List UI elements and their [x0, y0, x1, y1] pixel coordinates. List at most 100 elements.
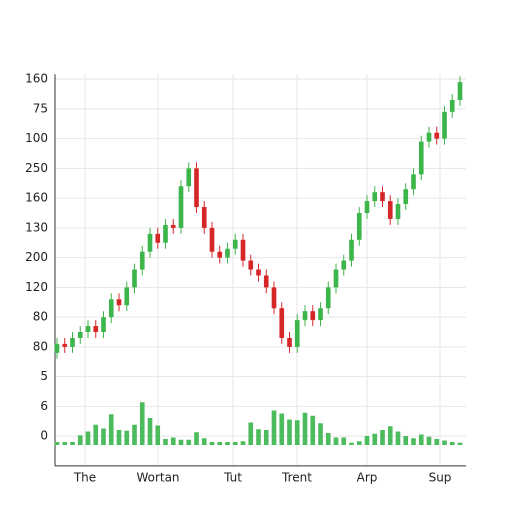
volume-bar	[364, 436, 370, 445]
volume-bar	[434, 439, 440, 445]
y-tick-label: 6	[40, 399, 48, 413]
volume-bar	[310, 415, 316, 445]
volume-bar	[411, 438, 416, 445]
volume-bar	[62, 442, 68, 445]
volume-bar	[302, 412, 308, 445]
volume-bar	[217, 442, 223, 445]
candle-body	[116, 299, 122, 306]
volume-bar	[54, 442, 60, 445]
candle-body	[54, 343, 60, 353]
candle-body	[139, 251, 145, 270]
candle-body	[364, 201, 370, 214]
candle-body	[442, 111, 447, 139]
x-tick-label: Wortan	[136, 471, 179, 485]
candle-body	[93, 326, 99, 333]
y-tick-label: 200	[25, 250, 48, 264]
volume-bar	[333, 437, 339, 445]
candle-body	[194, 168, 199, 208]
candle-body	[263, 275, 269, 288]
volume-bar	[232, 442, 238, 445]
candle-body	[434, 132, 440, 139]
volume-bar	[380, 430, 385, 445]
y-tick-label: 130	[25, 220, 48, 234]
candle-body	[70, 337, 75, 347]
volume-bar	[271, 410, 277, 445]
candle-body	[387, 201, 393, 219]
volume-bar	[449, 442, 455, 445]
candle-body	[256, 269, 261, 276]
candle-body	[248, 260, 254, 270]
candle-body	[403, 189, 409, 205]
candle-body	[163, 224, 168, 243]
candle-body	[380, 192, 385, 202]
x-tick-label: Tut	[223, 471, 242, 485]
candle-body	[395, 204, 401, 219]
x-tick-label: Sup	[429, 471, 452, 485]
volume-bar	[77, 435, 83, 445]
volume-bar	[279, 413, 285, 445]
volume-bar	[240, 441, 246, 445]
volume-bar	[372, 433, 378, 445]
volume-bar	[70, 442, 75, 445]
candle-body	[333, 269, 339, 288]
volume-bar	[101, 428, 106, 445]
volume-bar	[178, 439, 184, 445]
volume-bar	[194, 432, 199, 445]
volume-bar	[403, 436, 409, 445]
volume-bar	[124, 430, 130, 445]
volume-bar	[387, 426, 393, 445]
volume-bar	[93, 424, 99, 445]
candle-body	[411, 174, 416, 190]
candle-body	[349, 239, 354, 261]
candle-body	[62, 343, 68, 347]
volume-bar	[256, 429, 261, 445]
candle-body	[217, 251, 223, 258]
volume-bar	[356, 441, 362, 445]
candle-body	[341, 260, 347, 270]
x-tick-label: The	[73, 471, 96, 485]
volume-bar	[147, 418, 153, 445]
volume-bar	[341, 437, 347, 445]
candle-body	[325, 287, 331, 309]
candle-body	[310, 311, 316, 321]
candle-body	[240, 239, 246, 261]
volume-bar	[132, 424, 137, 445]
candle-body	[356, 213, 362, 240]
volume-bar	[85, 431, 91, 445]
candle-body	[209, 227, 215, 252]
volume-bar	[442, 440, 447, 445]
candle-body	[225, 248, 230, 258]
candle-body	[294, 320, 300, 347]
volume-bar	[325, 433, 331, 445]
candle-body	[186, 168, 192, 187]
candle-body	[271, 287, 277, 309]
volume-bar	[139, 402, 145, 445]
candle-body	[457, 82, 463, 100]
candle-body	[372, 192, 378, 202]
y-tick-label: 5	[40, 369, 48, 383]
candle-body	[101, 317, 106, 333]
volume-bar	[163, 439, 168, 445]
candle-body	[85, 326, 91, 333]
candle-body	[77, 332, 83, 338]
y-tick-label: 80	[33, 310, 48, 324]
x-tick-label: Arp	[357, 471, 378, 485]
candle-body	[124, 287, 130, 306]
y-tick-label: 160	[25, 72, 48, 86]
volume-bar	[318, 423, 323, 445]
y-tick-label: 100	[25, 131, 48, 145]
y-tick-label: 250	[25, 161, 48, 175]
candle-body	[132, 269, 137, 288]
volume-bar	[225, 442, 230, 445]
candle-body	[418, 141, 424, 175]
volume-bar	[426, 436, 432, 445]
y-tick-label: 0	[40, 429, 48, 443]
volume-bar	[170, 437, 176, 445]
volume-bar	[155, 425, 161, 445]
candle-body	[201, 207, 207, 228]
y-tick-label: 160	[25, 191, 48, 205]
volume-bar	[108, 414, 114, 445]
candle-body	[302, 311, 308, 321]
candle-body	[147, 233, 153, 252]
